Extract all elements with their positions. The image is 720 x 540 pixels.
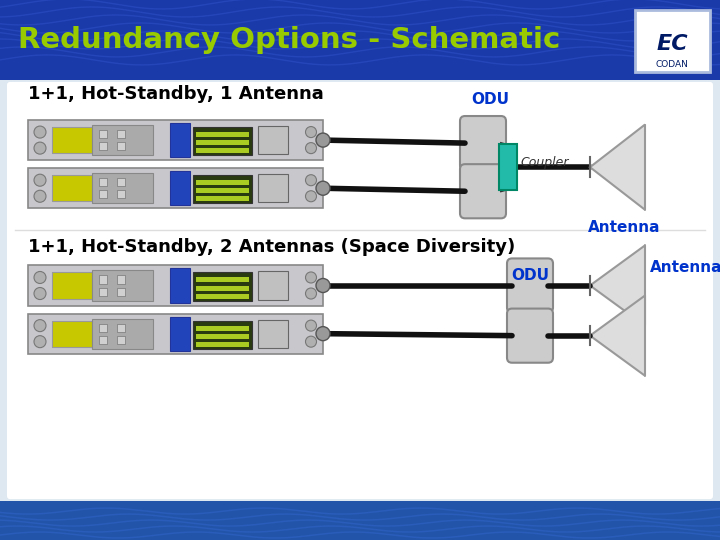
FancyBboxPatch shape xyxy=(193,175,252,203)
Circle shape xyxy=(305,272,317,283)
FancyBboxPatch shape xyxy=(193,321,252,349)
FancyBboxPatch shape xyxy=(635,10,710,72)
Bar xyxy=(117,323,125,332)
FancyBboxPatch shape xyxy=(92,319,153,349)
Bar xyxy=(99,275,107,284)
Text: EC: EC xyxy=(656,34,688,54)
Circle shape xyxy=(316,133,330,147)
Circle shape xyxy=(305,336,317,347)
Circle shape xyxy=(34,336,46,348)
Circle shape xyxy=(34,190,46,202)
FancyBboxPatch shape xyxy=(258,174,287,202)
Bar xyxy=(196,196,249,201)
Bar xyxy=(196,286,249,291)
Bar xyxy=(196,180,249,185)
Circle shape xyxy=(305,126,317,138)
Text: ODU: ODU xyxy=(511,268,549,284)
Circle shape xyxy=(34,126,46,138)
Bar xyxy=(196,188,249,193)
FancyBboxPatch shape xyxy=(52,127,92,153)
FancyBboxPatch shape xyxy=(28,120,323,160)
Text: ODU: ODU xyxy=(471,92,509,107)
Bar xyxy=(196,132,249,137)
FancyBboxPatch shape xyxy=(52,175,92,201)
Bar xyxy=(99,130,107,138)
Text: Antenna: Antenna xyxy=(588,220,660,235)
FancyBboxPatch shape xyxy=(258,272,287,300)
Text: 1+1, Hot-Standby, 1 Antenna: 1+1, Hot-Standby, 1 Antenna xyxy=(28,85,324,103)
FancyBboxPatch shape xyxy=(460,116,506,170)
Circle shape xyxy=(316,181,330,195)
Bar xyxy=(99,142,107,150)
Polygon shape xyxy=(590,245,645,326)
Circle shape xyxy=(305,143,317,154)
Bar xyxy=(117,130,125,138)
Bar xyxy=(117,287,125,295)
Circle shape xyxy=(34,174,46,186)
FancyBboxPatch shape xyxy=(170,316,190,350)
Bar xyxy=(99,336,107,343)
FancyBboxPatch shape xyxy=(258,126,287,154)
Circle shape xyxy=(305,191,317,202)
FancyBboxPatch shape xyxy=(7,82,713,499)
FancyBboxPatch shape xyxy=(92,271,153,301)
Bar xyxy=(196,342,249,347)
FancyBboxPatch shape xyxy=(499,144,517,190)
Bar xyxy=(99,287,107,295)
Text: CODAN: CODAN xyxy=(656,60,688,70)
Polygon shape xyxy=(590,295,645,376)
Circle shape xyxy=(34,142,46,154)
Bar xyxy=(196,148,249,153)
Text: Antenna: Antenna xyxy=(650,260,720,275)
FancyBboxPatch shape xyxy=(52,273,92,299)
FancyBboxPatch shape xyxy=(193,273,252,301)
Bar xyxy=(196,334,249,339)
Bar xyxy=(117,190,125,198)
Circle shape xyxy=(34,272,46,284)
FancyBboxPatch shape xyxy=(507,259,553,313)
Polygon shape xyxy=(590,125,645,210)
Bar xyxy=(99,178,107,186)
Text: Coupler: Coupler xyxy=(520,156,569,168)
Bar xyxy=(99,190,107,198)
Bar xyxy=(99,323,107,332)
FancyBboxPatch shape xyxy=(507,308,553,363)
Bar xyxy=(196,278,249,282)
Circle shape xyxy=(305,288,317,299)
Bar xyxy=(196,294,249,299)
FancyBboxPatch shape xyxy=(92,173,153,203)
Bar xyxy=(117,142,125,150)
Text: 1+1, Hot-Standby, 2 Antennas (Space Diversity): 1+1, Hot-Standby, 2 Antennas (Space Dive… xyxy=(28,238,516,256)
FancyBboxPatch shape xyxy=(258,320,287,348)
Circle shape xyxy=(34,320,46,332)
FancyBboxPatch shape xyxy=(170,268,190,302)
Circle shape xyxy=(34,287,46,300)
FancyBboxPatch shape xyxy=(52,321,92,347)
Bar xyxy=(196,140,249,145)
Text: Redundancy Options - Schematic: Redundancy Options - Schematic xyxy=(18,26,560,54)
FancyBboxPatch shape xyxy=(92,125,153,155)
Bar xyxy=(117,275,125,284)
FancyBboxPatch shape xyxy=(28,266,323,306)
FancyBboxPatch shape xyxy=(28,314,323,354)
FancyBboxPatch shape xyxy=(193,127,252,155)
FancyBboxPatch shape xyxy=(28,168,323,208)
Bar xyxy=(117,336,125,343)
Circle shape xyxy=(305,175,317,186)
Circle shape xyxy=(316,279,330,293)
FancyBboxPatch shape xyxy=(460,164,506,218)
FancyBboxPatch shape xyxy=(170,123,190,157)
Bar xyxy=(117,178,125,186)
Bar xyxy=(196,326,249,330)
Circle shape xyxy=(305,320,317,331)
Circle shape xyxy=(316,327,330,341)
FancyBboxPatch shape xyxy=(170,171,190,205)
